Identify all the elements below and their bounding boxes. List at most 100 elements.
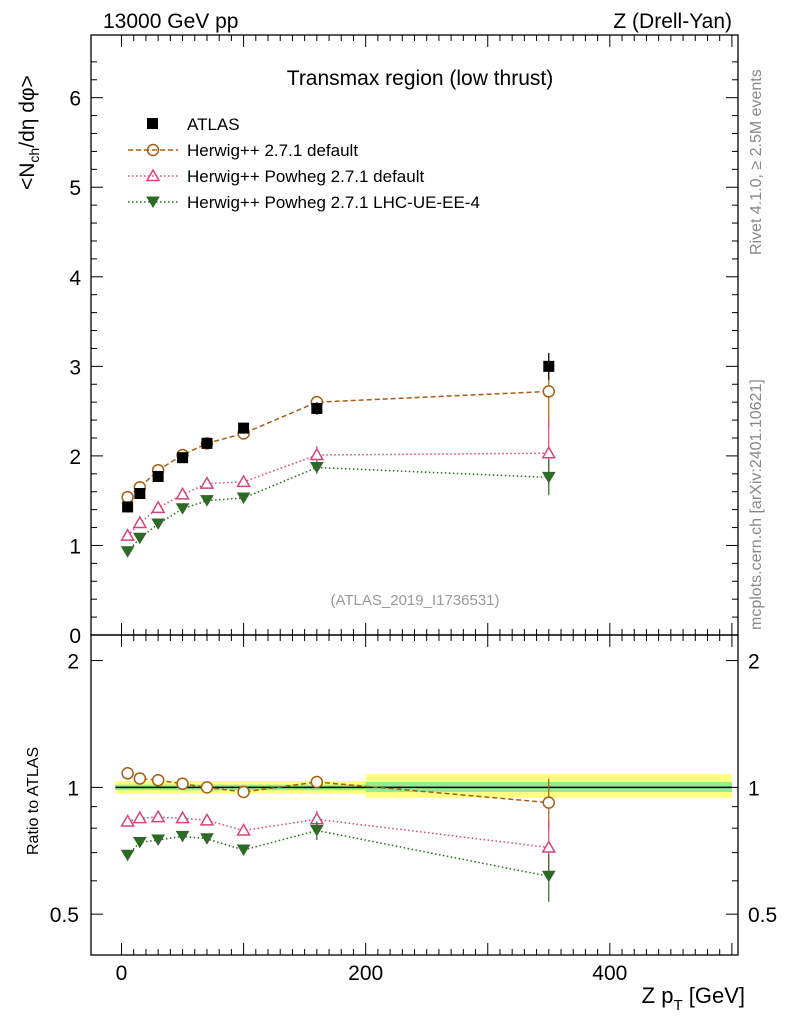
main-point-2: [236, 474, 251, 488]
main-ytick-label: 6: [69, 88, 81, 111]
ratio-point-3: [309, 824, 324, 837]
xtick-label: 400: [592, 962, 627, 985]
chart-title: Transmax region (low thrust): [287, 67, 553, 90]
ratio-point-3: [541, 870, 556, 883]
ratio-point-3: [132, 836, 147, 849]
main-series-3: [120, 459, 556, 558]
mcplots-label: mcplots.cern.ch [arXiv:2401.10621]: [748, 379, 765, 630]
ratio-point-1: [121, 767, 134, 780]
main-point-0: [311, 402, 323, 414]
ratio-point-1: [151, 773, 165, 787]
main-point-2: [199, 476, 215, 489]
xtick-label: 0: [116, 962, 128, 985]
ratio-series-line-2: [127, 816, 549, 849]
main-ytick-label: 3: [69, 356, 81, 379]
ratio-point-1: [133, 772, 147, 785]
ratio-point-1: [310, 775, 324, 789]
ratio-point-3: [175, 830, 190, 843]
main-point-3: [236, 492, 251, 504]
ratio-point-2: [120, 813, 135, 827]
svg-text:Herwig++ 2.7.1 default: Herwig++ 2.7.1 default: [187, 141, 358, 160]
svg-text:ATLAS: ATLAS: [187, 115, 240, 134]
legend-entry-atlas: ATLAS: [147, 115, 240, 134]
svg-text:Herwig++ Powheg 2.7.1 LHC-UE-E: Herwig++ Powheg 2.7.1 LHC-UE-EE-4: [187, 193, 480, 212]
main-point-2: [120, 528, 135, 541]
svg-text:<Nch/dη dφ>: <Nch/dη dφ>: [16, 75, 42, 190]
main-series-0: [122, 352, 555, 513]
ratio-point-2: [236, 822, 251, 836]
svg-text:Z pT [GeV]: Z pT [GeV]: [642, 983, 745, 1014]
main-series-line-1: [127, 390, 549, 498]
main-point-3: [175, 503, 190, 515]
main-point-2: [175, 486, 190, 500]
main-panel-axes: 0 1 2 3 4 5 6: [69, 34, 739, 648]
main-point-3: [120, 546, 135, 558]
main-point-0: [201, 437, 213, 449]
main-point-0: [122, 501, 134, 513]
ratio-point-1: [237, 785, 250, 799]
legend-entry-powheg-default: Herwig++ Powheg 2.7.1 default: [128, 167, 424, 186]
legend: ATLAS Herwig++ 2.7.1 default Herwig++ Po…: [128, 115, 480, 212]
main-point-0: [152, 470, 164, 482]
ratio-ytick-label: 1: [67, 777, 79, 800]
header-process-label: Z (Drell-Yan): [613, 10, 732, 33]
ratio-series-line-3: [127, 829, 549, 878]
main-point-2: [309, 447, 325, 461]
main-ytick-label: 2: [69, 446, 81, 469]
ratio-point-3: [200, 833, 214, 845]
ratio-point-2: [175, 810, 190, 824]
ratio-ytick-label: 2: [67, 651, 79, 674]
main-point-2: [541, 445, 557, 459]
ratio-point-3: [151, 834, 166, 846]
legend-entry-powheg-lhc-ue: Herwig++ Powheg 2.7.1 LHC-UE-EE-4: [128, 193, 480, 212]
ratio-point-2: [132, 810, 148, 824]
rivet-version-label: Rivet 4.1.0, ≥ 2.5M events: [748, 69, 765, 255]
main-series-line-3: [127, 466, 549, 553]
ratio-ytick-label-right: 0.5: [748, 904, 777, 927]
legend-entry-herwig-default: Herwig++ 2.7.1 default: [128, 141, 358, 160]
main-point-3: [541, 471, 556, 484]
ratio-point-3: [236, 844, 251, 857]
main-point-1: [542, 385, 556, 398]
main-panel-series: [120, 352, 557, 558]
x-axis-label: Z pT [GeV]: [642, 983, 745, 1014]
main-point-1: [121, 490, 134, 504]
ratio-ytick-label-right: 1: [748, 777, 760, 800]
main-point-0: [238, 422, 250, 434]
main-series-line-2: [127, 452, 549, 537]
ratio-panel-axes: 0.5 0.5 1 1 2 2 0 200 400: [50, 634, 777, 985]
main-point-0: [543, 360, 555, 372]
ratio-series-2: [120, 809, 557, 878]
ratio-y-axis-label: Ratio to ATLAS: [25, 747, 42, 855]
ratio-panel-series: [120, 767, 557, 902]
main-ytick-label: 4: [69, 267, 81, 290]
ratio-ytick-label: 0.5: [50, 904, 79, 927]
ratio-point-1: [542, 796, 556, 809]
header-energy-label: 13000 GeV pp: [103, 10, 238, 33]
ratio-ytick-label-right: 2: [748, 651, 760, 674]
xtick-label: 200: [348, 962, 383, 985]
main-y-axis-label: <Nch/dη dφ>: [16, 75, 42, 190]
main-point-3: [132, 532, 147, 545]
ratio-point-3: [120, 849, 135, 862]
main-point-3: [309, 462, 324, 474]
main-ytick-label: 1: [69, 535, 81, 558]
main-point-0: [134, 488, 146, 500]
main-point-0: [177, 452, 189, 464]
analysis-watermark: (ATLAS_2019_I1736531): [330, 592, 499, 609]
main-point-2: [150, 500, 166, 514]
main-point-3: [200, 495, 214, 507]
ratio-point-2: [541, 839, 557, 853]
main-point-2: [132, 515, 148, 529]
main-series-1: [121, 355, 556, 504]
main-point-3: [151, 518, 166, 530]
ratio-point-2: [150, 809, 166, 823]
ratio-point-1: [200, 781, 214, 794]
ratio-point-1: [176, 777, 189, 791]
main-ytick-label: 0: [69, 625, 81, 648]
ratio-series-3: [120, 821, 556, 902]
main-ytick-label: 5: [69, 177, 81, 200]
ratio-point-2: [199, 812, 215, 826]
main-series-2: [120, 421, 557, 541]
